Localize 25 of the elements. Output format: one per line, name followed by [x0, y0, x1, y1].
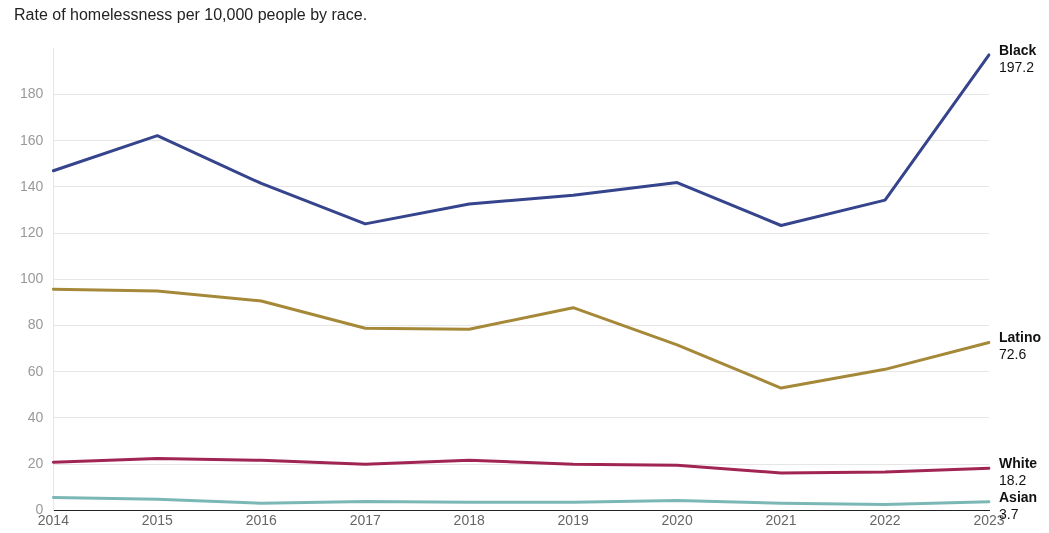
series-label: Asian	[999, 488, 1038, 505]
x-tick-label: 2021	[765, 512, 797, 529]
x-tick-label: 2020	[661, 512, 693, 529]
series-label: Black	[999, 41, 1037, 58]
x-tick-label: 2019	[557, 512, 589, 529]
y-tick-label: 180	[20, 85, 44, 102]
data-label: 197.2	[999, 58, 1035, 75]
data-label: 18.2	[999, 472, 1027, 489]
chart-title: Rate of homelessness per 10,000 people by race.	[14, 6, 368, 24]
x-tick-label: 2016	[245, 512, 278, 529]
y-tick-label: 80	[27, 316, 44, 333]
data-label: 72.6	[999, 346, 1027, 363]
y-tick-label: 20	[27, 454, 44, 471]
y-tick-label: 100	[20, 270, 44, 287]
y-tick-label: 120	[20, 223, 44, 240]
y-tick-label: 160	[20, 131, 44, 148]
y-tick-label: 60	[27, 362, 44, 379]
y-tick-label: 40	[27, 408, 44, 425]
series-label: White	[999, 455, 1038, 472]
x-tick-label: 2015	[141, 512, 174, 529]
y-tick-label: 140	[20, 177, 44, 194]
x-tick-label: 2022	[869, 512, 901, 529]
series-label: Latino	[999, 329, 1041, 346]
x-tick-label: 2018	[453, 512, 485, 529]
x-tick-label: 2017	[349, 512, 382, 529]
